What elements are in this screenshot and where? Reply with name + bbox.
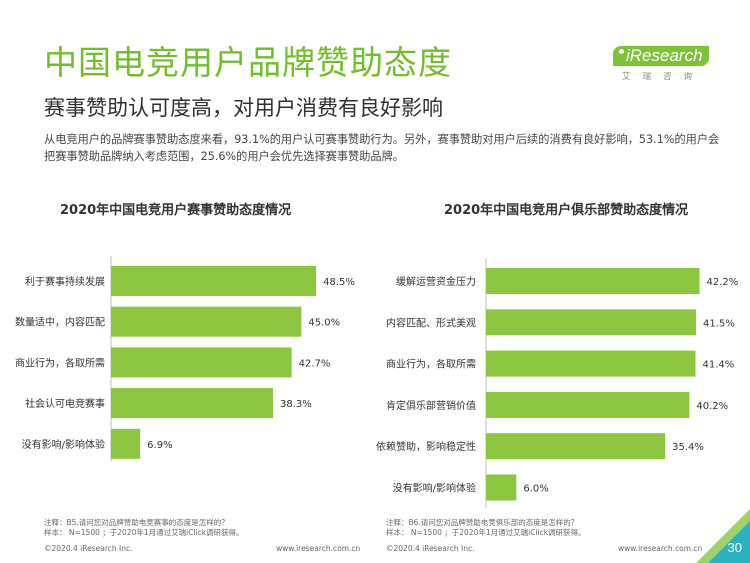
right-value-label-2: 41.4% bbox=[702, 360, 734, 371]
page-title: 中国电竞用户品牌赞助态度 bbox=[44, 43, 452, 82]
left-category-label-1: 数量适中，内容匹配 bbox=[15, 316, 105, 329]
left-category-label-3: 社会认可电竞赛事 bbox=[25, 397, 105, 410]
right-category-label-2: 商业行为，各取所需 bbox=[386, 358, 476, 371]
right-bar-3 bbox=[486, 391, 690, 418]
left-value-label-3: 38.3% bbox=[280, 399, 312, 410]
left-bar-1 bbox=[111, 306, 302, 337]
left-category-label-0: 利于赛事持续发展 bbox=[25, 275, 105, 288]
right-category-label-4: 依赖赞助，影响稳定性 bbox=[376, 440, 476, 453]
left-value-label-1: 45.0% bbox=[308, 318, 340, 329]
right-category-label-3: 肯定俱乐部营销价值 bbox=[386, 399, 476, 412]
logo-subtitle: 艾瑞咨询 bbox=[622, 72, 705, 82]
page-description: 从电竞用户的品牌赛事赞助态度来看，93.1%的用户认可赛事赞助行为。另外，赛事赞… bbox=[44, 133, 720, 163]
right-bar-4 bbox=[486, 433, 666, 460]
left-note-question: 注释：B5.请问您对品牌赞助电竞赛事的态度是怎样的？ bbox=[44, 518, 229, 527]
right-bar-1 bbox=[486, 309, 696, 336]
footer-url-right: www.iresearch.com.cn bbox=[618, 544, 703, 553]
left-bar-4 bbox=[111, 428, 141, 459]
right-category-label-0: 缓解运营资金压力 bbox=[396, 275, 476, 288]
left-bar-3 bbox=[111, 388, 274, 419]
left-value-label-2: 42.7% bbox=[299, 358, 331, 369]
left-bar-0 bbox=[111, 266, 317, 296]
page-subtitle: 赛事赞助认可度高，对用户消费有良好影响 bbox=[44, 96, 443, 120]
corner-decoration bbox=[696, 509, 750, 563]
iresearch-logo: iResearch 艾瑞咨询 bbox=[600, 42, 720, 88]
right-value-label-1: 41.5% bbox=[703, 318, 735, 329]
left-value-label-0: 48.5% bbox=[323, 277, 355, 288]
logo-badge: iResearch bbox=[613, 46, 709, 66]
right-value-label-4: 35.4% bbox=[672, 442, 704, 453]
left-bar-2 bbox=[111, 347, 292, 378]
left-category-label-2: 商业行为，各取所需 bbox=[15, 356, 105, 369]
left-category-label-4: 没有影响/影响体验 bbox=[22, 438, 105, 451]
right-chart-title: 2020年中国电竞用户俱乐部赞助态度情况 bbox=[444, 203, 689, 218]
footer-url-left: www.iresearch.com.cn bbox=[276, 544, 361, 553]
right-bar-5 bbox=[486, 474, 517, 501]
page-number: 30 bbox=[727, 540, 742, 555]
right-note-question: 注释：B6.请问您对品牌赞助电竞俱乐部的态度是怎样的？ bbox=[386, 518, 579, 527]
footer-copyright-left: ©2020.4 iResearch Inc. bbox=[44, 544, 133, 553]
right-category-label-1: 内容匹配、形式美观 bbox=[386, 316, 476, 329]
footer-copyright-right: ©2020.4 iResearch Inc. bbox=[386, 544, 475, 553]
logo-dot-icon bbox=[619, 49, 624, 54]
right-category-label-5: 没有影响/影响体验 bbox=[393, 482, 476, 495]
left-value-label-4: 6.9% bbox=[147, 440, 172, 451]
logo-brand-text: iResearch bbox=[626, 46, 703, 65]
right-bar-2 bbox=[486, 350, 696, 377]
right-value-label-3: 40.2% bbox=[696, 401, 728, 412]
left-chart-title: 2020年中国电竞用户赛事赞助态度情况 bbox=[60, 203, 292, 218]
right-note-sample: 样本： N=1500 ；于2020年1月通过艾瑞iClick调研获得。 bbox=[386, 528, 586, 537]
right-value-label-5: 6.0% bbox=[523, 484, 548, 495]
left-note-sample: 样本： N=1500 ；于2020年1月通过艾瑞iClick调研获得。 bbox=[44, 528, 244, 537]
right-bar-0 bbox=[486, 268, 700, 294]
right-value-label-0: 42.2% bbox=[707, 277, 739, 288]
